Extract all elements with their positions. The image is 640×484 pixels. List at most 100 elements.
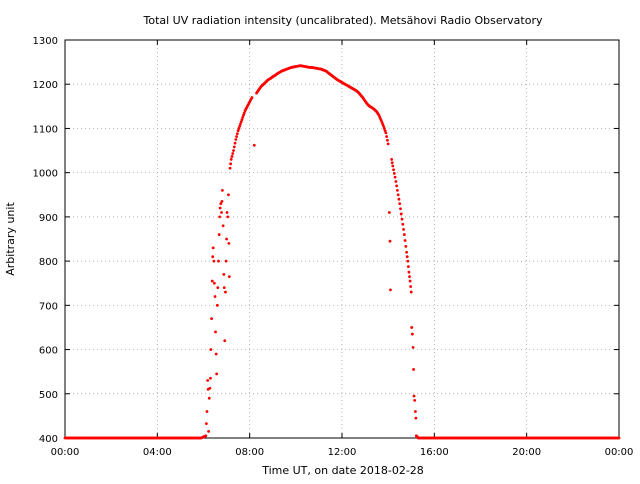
x-tick-label: 00:00 — [605, 447, 634, 458]
data-point — [233, 141, 237, 145]
data-point — [219, 202, 223, 206]
data-point — [392, 168, 395, 172]
plot-frame — [64, 39, 620, 439]
data-point — [382, 127, 386, 130]
data-point — [402, 228, 405, 231]
data-point — [208, 386, 212, 390]
data-point — [406, 259, 410, 263]
data-point — [226, 215, 230, 219]
data-point — [209, 376, 212, 380]
data-point — [252, 143, 256, 147]
data-point — [386, 142, 390, 146]
data-point — [237, 127, 241, 130]
data-point — [235, 135, 238, 138]
data-point — [218, 206, 222, 210]
data-point — [396, 193, 400, 197]
data-point — [250, 96, 254, 99]
x-tick-label: 12:00 — [328, 447, 357, 458]
data-point — [412, 368, 415, 371]
data-point — [227, 275, 231, 278]
data-point — [227, 242, 231, 245]
data-point — [211, 255, 215, 259]
data-point — [395, 184, 399, 188]
data-point — [225, 237, 228, 241]
data-point — [410, 326, 414, 329]
data-point — [229, 158, 233, 161]
data-point — [382, 124, 385, 128]
x-tick-label: 04:00 — [143, 447, 172, 458]
x-tick-label: 00:00 — [51, 447, 80, 458]
data-point — [210, 279, 214, 283]
y-tick-label: 900 — [39, 213, 58, 224]
data-point — [228, 166, 232, 170]
data-point — [390, 158, 394, 161]
data-point — [399, 207, 402, 211]
chart-title: Total UV radiation intensity (uncalibrat… — [143, 14, 543, 27]
data-point — [223, 339, 227, 343]
x-tick-labels: 00:00 04:00 08:00 12:00 16:00 20:00 00:00 — [51, 447, 634, 458]
data-point — [221, 188, 224, 192]
data-point — [240, 118, 244, 121]
data-point — [399, 212, 403, 216]
data-point — [204, 434, 208, 438]
data-point — [225, 211, 229, 214]
data-point — [411, 345, 415, 349]
data-point — [412, 394, 416, 398]
data-point — [209, 348, 213, 351]
y-tick-label: 1000 — [33, 169, 58, 180]
data-point — [236, 129, 240, 133]
data-point — [404, 244, 408, 248]
grid-lines — [65, 40, 619, 438]
data-point — [227, 193, 230, 197]
data-point — [406, 265, 410, 269]
y-tick-label: 1300 — [33, 36, 58, 47]
data-point — [403, 239, 407, 242]
data-point — [384, 131, 388, 135]
data-point — [222, 272, 226, 276]
y-tick-label: 1200 — [33, 80, 58, 91]
data-point — [407, 270, 411, 274]
data-point — [242, 113, 245, 117]
data-point — [205, 410, 209, 413]
data-point — [218, 215, 222, 219]
data-point — [391, 164, 395, 168]
data-point — [408, 275, 411, 278]
data-point — [207, 429, 210, 433]
data-point — [408, 279, 412, 283]
data-point — [397, 197, 401, 201]
y-tick-label: 600 — [39, 346, 58, 357]
data-point — [387, 211, 391, 214]
data-point — [414, 416, 418, 420]
data-point — [214, 330, 217, 334]
data-point — [400, 217, 404, 221]
data-point — [238, 124, 242, 128]
data-point — [210, 317, 213, 320]
data-point — [405, 250, 409, 254]
x-axis-label: Time UT, on date 2018-02-28 — [261, 464, 424, 477]
data-point — [235, 132, 239, 136]
x-tick-label: 08:00 — [235, 447, 264, 458]
data-point — [232, 149, 235, 152]
axis-ticks — [64, 39, 620, 439]
data-point — [405, 255, 409, 259]
y-tick-label: 1100 — [33, 124, 58, 135]
data-point — [212, 281, 216, 285]
data-point — [396, 188, 399, 192]
data-point — [232, 145, 236, 149]
data-point — [411, 332, 414, 336]
data-point — [215, 372, 219, 376]
data-point — [217, 259, 220, 263]
data-point — [394, 180, 398, 183]
data-point — [220, 211, 223, 214]
data-point — [234, 138, 238, 141]
data-point — [385, 135, 389, 138]
data-point — [383, 129, 387, 133]
data-point — [239, 120, 243, 124]
data-point — [224, 290, 227, 294]
data-point — [204, 422, 208, 426]
data-point — [241, 115, 245, 119]
x-tick-label: 20:00 — [512, 447, 541, 458]
y-tick-label: 400 — [39, 434, 58, 445]
